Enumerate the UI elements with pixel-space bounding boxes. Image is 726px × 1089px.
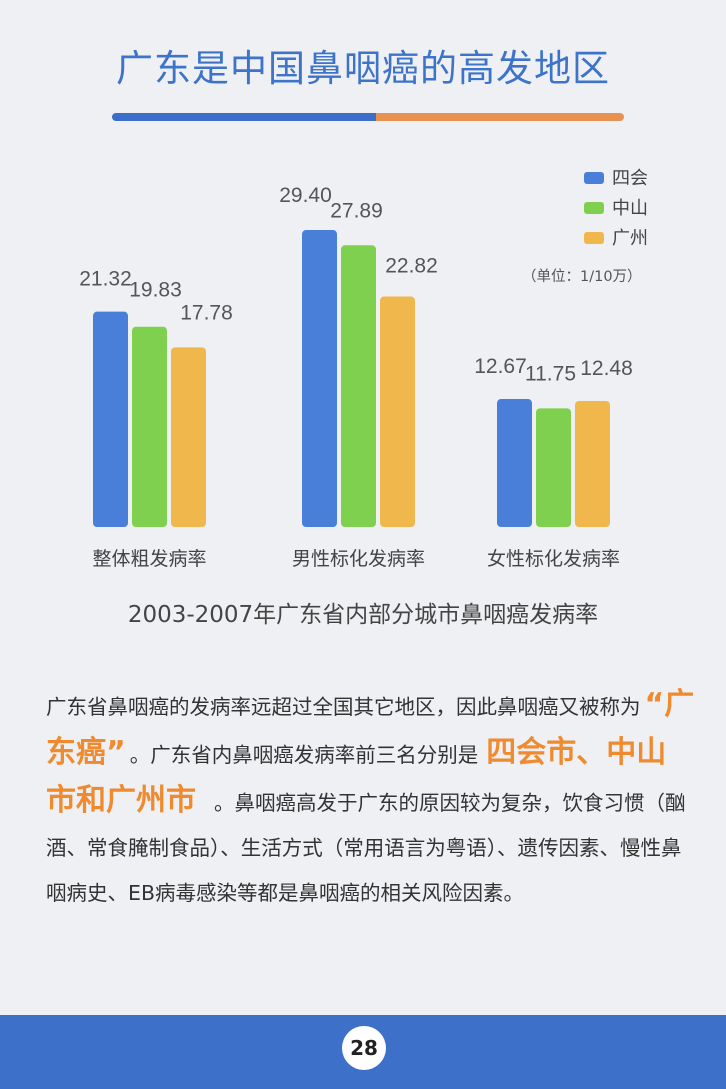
chart-caption: 2003-2007年广东省内部分城市鼻咽癌发病率 bbox=[127, 602, 599, 628]
legend-swatch-四会 bbox=[584, 172, 604, 184]
bar-广州-0 bbox=[171, 347, 206, 527]
bar-四会-0 bbox=[93, 311, 128, 527]
highlight-top-cities: 四会市、中山市和广州市 bbox=[46, 735, 667, 818]
title-underline-orange bbox=[376, 113, 624, 121]
body-paragraph: 广东省鼻咽癌的发病率远超过全国其它地区，因此鼻咽癌又被称为 “广东癌” 。广东省内鼻… bbox=[46, 682, 696, 916]
data-label-中山-2: 11.75 bbox=[525, 362, 576, 385]
data-label-中山-0: 19.83 bbox=[129, 279, 182, 302]
bar-四会-1 bbox=[302, 230, 337, 527]
bar-中山-0 bbox=[132, 326, 167, 527]
data-label-广州-2: 12.48 bbox=[580, 357, 633, 380]
category-label-0: 整体粗发病率 bbox=[92, 548, 206, 570]
page-title: 广东是中国鼻咽癌的高发地区 bbox=[116, 47, 610, 90]
highlight-guangdong-cancer: “广东癌” bbox=[46, 687, 695, 770]
bar-中山-2 bbox=[536, 408, 571, 527]
legend-label-中山: 中山 bbox=[612, 198, 648, 219]
data-label-广州-1: 22.82 bbox=[385, 255, 438, 278]
paragraph-text-2: 。广东省内鼻咽癌发病率前三名分别是 bbox=[129, 743, 479, 767]
bar-广州-2 bbox=[575, 400, 610, 527]
category-label-1: 男性标化发病率 bbox=[292, 548, 425, 570]
legend-label-广州: 广州 bbox=[612, 228, 648, 249]
legend-label-四会: 四会 bbox=[612, 168, 648, 189]
bar-四会-2 bbox=[497, 399, 532, 527]
legend-swatch-中山 bbox=[584, 202, 604, 214]
paragraph-text-3: 。鼻咽癌高发于广东的原因较为复杂，饮食习惯（酗酒、常食腌制食品）、生活方式（常用… bbox=[46, 791, 686, 905]
category-label-2: 女性标化发病率 bbox=[487, 548, 620, 570]
data-label-中山-1: 27.89 bbox=[330, 199, 383, 222]
data-label-广州-0: 17.78 bbox=[180, 301, 233, 324]
bar-广州-1 bbox=[380, 296, 415, 527]
data-label-四会-0: 21.32 bbox=[79, 268, 132, 291]
paragraph-text-1: 广东省鼻咽癌的发病率远超过全国其它地区，因此鼻咽癌又被称为 bbox=[46, 695, 641, 719]
data-label-四会-1: 29.40 bbox=[279, 184, 332, 207]
title-underline-blue bbox=[112, 113, 378, 121]
data-label-四会-2: 12.67 bbox=[474, 355, 527, 378]
unit-note: （单位：1/10万） bbox=[522, 268, 642, 285]
page-number-badge: 28 bbox=[342, 1026, 386, 1070]
legend-swatch-广州 bbox=[584, 232, 604, 244]
bar-中山-1 bbox=[341, 245, 376, 527]
